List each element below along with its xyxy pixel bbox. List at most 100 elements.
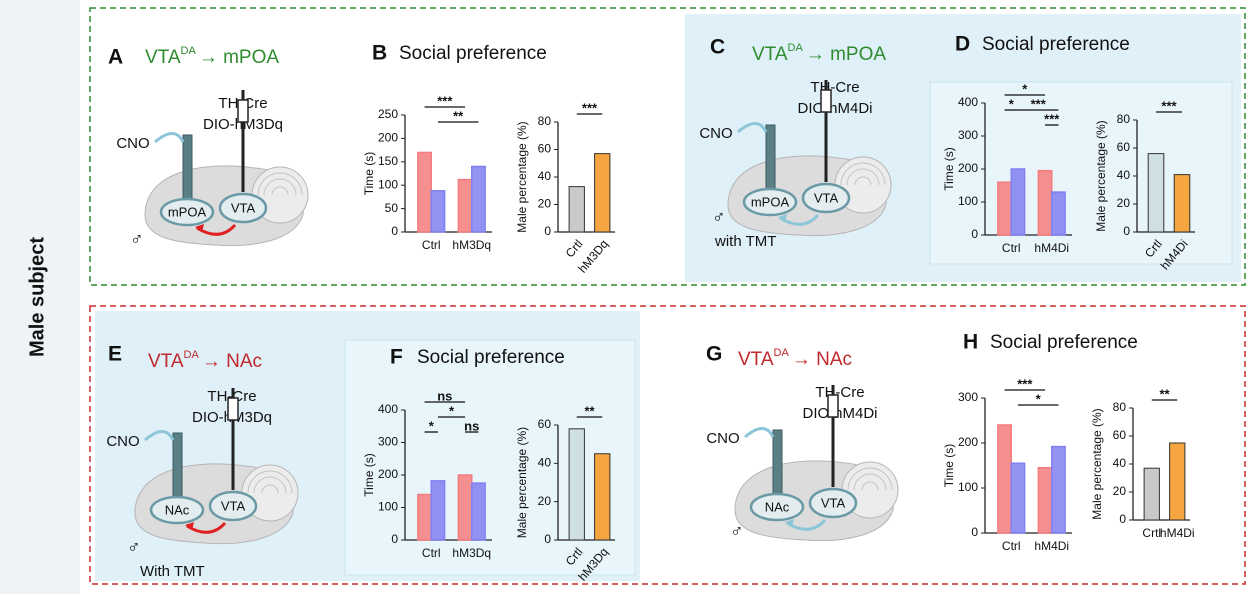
y-axis-label: Male percentage (%) — [515, 427, 529, 538]
sex-symbol: ♂ — [712, 207, 726, 227]
region-label: NAc — [765, 499, 790, 514]
region — [218, 192, 268, 224]
sex-symbol: ♂ — [130, 229, 144, 249]
syringe — [227, 397, 239, 421]
title-sup: DA — [181, 45, 197, 57]
condition-label: With TMT — [140, 563, 205, 580]
y-tick-label: 100 — [958, 480, 978, 494]
y-tick-label: 400 — [378, 402, 398, 416]
title-sup: DA — [788, 42, 804, 54]
sig-label: *** — [437, 93, 453, 108]
cerebellum-fold — [253, 476, 287, 494]
title-rest: → mPOA — [199, 47, 280, 68]
y-tick-label: 20 — [538, 197, 552, 211]
bar — [568, 186, 585, 233]
region-label: mPOA — [751, 194, 790, 209]
virus-label: DIO-hM4Di — [802, 405, 877, 422]
title-main: VTA — [738, 349, 774, 370]
bar — [568, 428, 585, 541]
region-label: NAc — [165, 502, 190, 517]
cerebellum-fold — [847, 467, 893, 491]
y-tick-label: 40 — [538, 456, 552, 470]
y-tick-label: 200 — [958, 435, 978, 449]
sig-label: *** — [582, 100, 598, 115]
bar — [1037, 467, 1053, 534]
drug-label: CNO — [106, 433, 139, 450]
arrow-head — [778, 214, 787, 222]
panel-letter: B — [372, 42, 387, 65]
y-tick-label: 100 — [378, 500, 398, 514]
cerebellum-fold — [271, 186, 289, 196]
sig-label: ns — [464, 418, 479, 433]
panel-title: VTADA → mPOA — [145, 45, 279, 68]
bar — [1051, 445, 1066, 534]
virus-label: DIO-hM4Di — [797, 100, 872, 117]
bar — [1169, 442, 1186, 521]
syringe — [237, 99, 249, 123]
y-tick-label: 0 — [971, 227, 978, 241]
y-tick-label: 100 — [958, 194, 978, 208]
sex-symbol: ♂ — [127, 537, 141, 557]
title-sup: DA — [184, 349, 200, 361]
syringe — [827, 394, 839, 418]
sig-label: * — [1022, 81, 1028, 96]
cno-arrow — [737, 122, 768, 134]
panel-letter: E — [108, 343, 122, 366]
drug-label: CNO — [116, 135, 149, 152]
y-tick-label: 0 — [1123, 224, 1130, 238]
y-axis-label: Time (s) — [362, 453, 376, 497]
bar — [430, 190, 446, 233]
cerebellum-fold — [247, 470, 293, 494]
x-tick-label: Ctrl — [422, 238, 441, 252]
y-tick-label: 400 — [958, 95, 978, 109]
cerebellum-fold — [861, 481, 879, 491]
y-tick-label: 300 — [378, 435, 398, 449]
panel-title: Social preference — [417, 347, 565, 368]
panel-letter: D — [955, 33, 970, 56]
y-axis-label: Time (s) — [942, 444, 956, 488]
y-tick-label: 250 — [378, 107, 398, 121]
y-tick-label: 200 — [958, 161, 978, 175]
bar — [594, 153, 611, 233]
bar — [594, 453, 611, 541]
x-tick-label: Crtl — [1142, 526, 1161, 540]
x-tick-label: hM4Di — [1034, 241, 1069, 255]
sig-label: * — [1009, 96, 1015, 111]
sig-label: *** — [1161, 98, 1177, 113]
arrow-head — [785, 519, 794, 527]
x-tick-label: hM4Di — [1034, 539, 1069, 553]
cannula — [772, 429, 783, 503]
title-main: VTA — [148, 351, 184, 372]
side-strip — [0, 0, 80, 594]
bar — [1143, 467, 1160, 521]
bar — [471, 482, 486, 541]
panel-title: VTADA → NAc — [148, 349, 262, 372]
driver-label: TH-Cre — [810, 79, 859, 96]
bar — [997, 181, 1013, 236]
y-tick-label: 300 — [958, 390, 978, 404]
y-tick-label: 300 — [958, 128, 978, 142]
region-label: VTA — [814, 190, 839, 205]
y-tick-label: 20 — [1113, 484, 1127, 498]
y-axis-label: Time (s) — [942, 147, 956, 191]
cerebellum-fold — [261, 484, 279, 494]
y-tick-label: 60 — [538, 417, 552, 431]
region — [742, 187, 798, 217]
bar — [457, 178, 473, 233]
region — [749, 492, 805, 522]
panel-title: Social preference — [990, 332, 1138, 353]
sig-label: * — [429, 418, 435, 433]
sex-symbol: ♂ — [730, 521, 744, 541]
bar — [471, 165, 486, 233]
x-tick-label: Crtl — [563, 237, 586, 260]
y-tick-label: 60 — [1117, 140, 1131, 154]
sig-label: ** — [453, 108, 464, 123]
panel-title: Social preference — [399, 43, 547, 64]
region — [159, 197, 215, 227]
y-tick-label: 60 — [1113, 428, 1127, 442]
bar — [457, 474, 473, 541]
x-tick-label: Ctrl — [1002, 241, 1021, 255]
y-tick-label: 150 — [378, 154, 398, 168]
y-tick-label: 200 — [378, 131, 398, 145]
